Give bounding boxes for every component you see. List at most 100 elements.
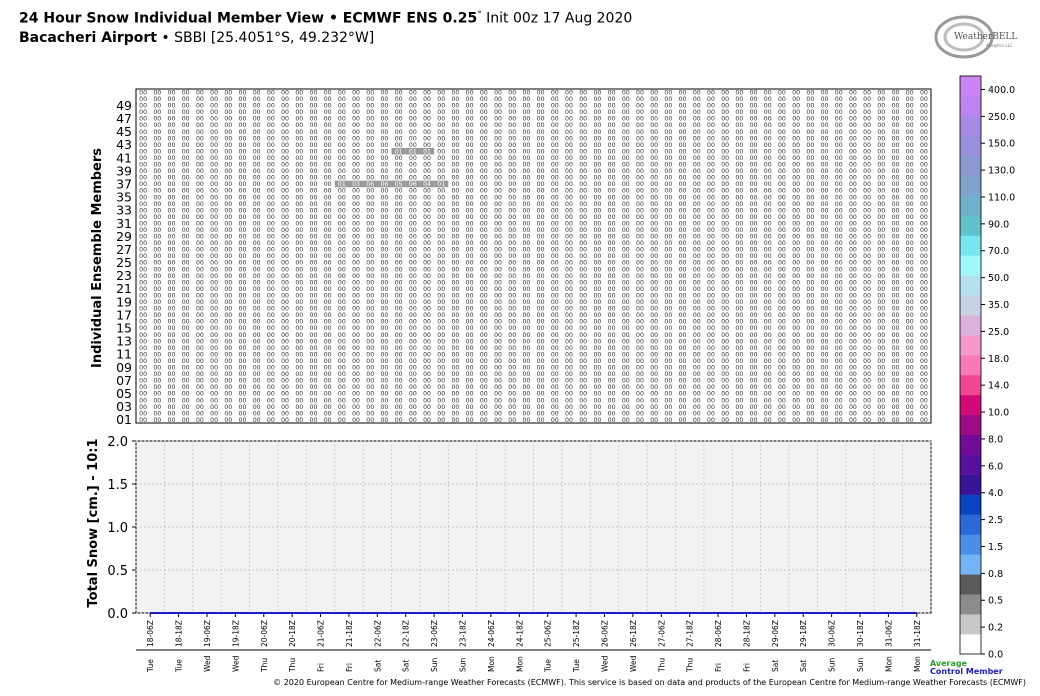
member-cell-value: 00 (153, 273, 161, 280)
member-tick-label: 25 (116, 255, 132, 270)
member-cell-value: 00 (409, 175, 417, 182)
member-cell-value: 00 (721, 410, 729, 417)
member-cell-value: 00 (253, 234, 261, 241)
member-cell-value: 00 (182, 175, 190, 182)
member-cell-value: 00 (480, 371, 488, 378)
member-cell-value: 00 (310, 404, 318, 411)
member-cell-value: 00 (792, 325, 800, 332)
colorbar-label: 8.0 (988, 434, 1003, 445)
member-cell-value: 00 (806, 122, 814, 129)
member-cell-value: 00 (877, 214, 885, 221)
member-cell-value: 00 (168, 286, 176, 293)
member-cell-value: 00 (863, 351, 871, 358)
member-cell-value: 00 (764, 227, 772, 234)
member-cell-value: 00 (310, 194, 318, 201)
member-cell-value: 00 (224, 279, 232, 286)
member-cell-value: 00 (522, 109, 530, 116)
member-cell-value: 00 (806, 299, 814, 306)
member-cell-value: 00 (310, 286, 318, 293)
member-cell-value: 00 (693, 338, 701, 345)
member-cell-value: 00 (806, 148, 814, 155)
member-cell-value: 00 (735, 247, 743, 254)
member-cell-value: 00 (679, 319, 687, 326)
member-cell-value: 00 (778, 292, 786, 299)
member-cell-value: 00 (281, 371, 289, 378)
member-cell-value: 00 (168, 96, 176, 103)
x-tick-date: 27-06Z (657, 620, 666, 647)
member-cell-value: 00 (267, 312, 275, 319)
member-cell-value: 00 (395, 319, 403, 326)
member-tick-label: 23 (116, 268, 132, 283)
member-cell-value: 00 (608, 175, 616, 182)
member-cell-value: 00 (338, 286, 346, 293)
member-cell-value: 00 (508, 155, 516, 162)
member-cell-value: 00 (892, 194, 900, 201)
member-cell-value: 00 (281, 417, 289, 424)
member-cell-value: 00 (139, 109, 147, 116)
member-cell-value: 00 (735, 266, 743, 273)
member-cell-value: 00 (338, 325, 346, 332)
member-cell-value: 00 (466, 162, 474, 169)
member-cell-value: 00 (139, 175, 147, 182)
member-cell-value: 00 (253, 279, 261, 286)
member-cell-value: 00 (224, 148, 232, 155)
member-cell-value: 00 (778, 279, 786, 286)
member-cell-value: 00 (153, 404, 161, 411)
member-cell-value: 00 (579, 240, 587, 247)
member-cell-value: 00 (295, 365, 303, 372)
member-cell-value: 00 (466, 332, 474, 339)
snow-tick-label: 2.0 (107, 435, 128, 450)
member-cell-value: 00 (863, 103, 871, 110)
member-cell-value: 00 (153, 260, 161, 267)
member-cell-value: 00 (466, 234, 474, 241)
member-cell-value: 00 (863, 397, 871, 404)
member-cell-value: 00 (608, 142, 616, 149)
member-cell-value: 00 (295, 273, 303, 280)
member-cell-value: 00 (537, 201, 545, 208)
member-cell-value: 00 (650, 96, 658, 103)
member-cell-value: 00 (366, 201, 374, 208)
member-cell-value: 00 (295, 417, 303, 424)
member-cell-value: 00 (139, 148, 147, 155)
member-cell-value: 00 (366, 410, 374, 417)
member-cell-value: 00 (224, 351, 232, 358)
member-cell-value: 00 (636, 332, 644, 339)
member-cell-value: 00 (693, 299, 701, 306)
member-cell-value: 00 (693, 391, 701, 398)
colorbar-swatch (960, 115, 981, 137)
member-cell-value: 00 (593, 332, 601, 339)
member-cell-value: 00 (877, 404, 885, 411)
member-cell-value: 00 (352, 214, 360, 221)
member-cell-value: 00 (437, 397, 445, 404)
member-cell-value: 00 (381, 162, 389, 169)
member-cell-value: 00 (267, 247, 275, 254)
member-cell-value: 00 (664, 319, 672, 326)
member-cell-value: 00 (565, 306, 573, 313)
member-cell-value: 00 (721, 279, 729, 286)
member-cell-value: 00 (352, 194, 360, 201)
member-tick-label: 39 (116, 163, 132, 178)
member-cell-value: 00 (224, 332, 232, 339)
member-heatmap: 00 00 00 00 00 00 00 00 00 00 00 00 00 00 00 00 00 00 00 00… (135, 88, 932, 424)
member-cell-value: 00 (423, 371, 431, 378)
member-cell-value: 00 (239, 194, 247, 201)
member-cell-value: 00 (664, 417, 672, 424)
member-cell-value: 00 (295, 397, 303, 404)
member-cell-value: 00 (551, 266, 559, 273)
member-cell-value: 00 (707, 273, 715, 280)
member-cell-value: 00 (579, 391, 587, 398)
member-cell-value: 00 (906, 142, 914, 149)
member-cell-value: 00 (239, 286, 247, 293)
member-cell-value: 00 (281, 240, 289, 247)
member-cell-value: 00 (522, 266, 530, 273)
member-cell-value: 00 (792, 286, 800, 293)
member-cell-value: 00 (310, 371, 318, 378)
member-cell-value: 00 (892, 306, 900, 313)
member-cell-value: 00 (381, 365, 389, 372)
member-cell-value: 00 (437, 175, 445, 182)
member-cell-value: 00 (537, 371, 545, 378)
member-cell-value: 00 (608, 332, 616, 339)
member-cell-value: 00 (792, 358, 800, 365)
member-cell-value: 00 (366, 417, 374, 424)
member-cell-value: 00 (466, 135, 474, 142)
